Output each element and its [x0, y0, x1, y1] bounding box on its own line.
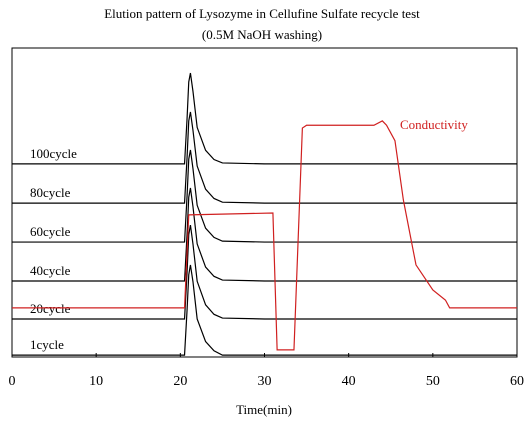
x-tick-label: 40 — [342, 374, 356, 389]
plot-frame — [11, 47, 518, 358]
x-tick-label: 30 — [258, 374, 272, 389]
series-line — [12, 187, 517, 282]
x-tick-label: 50 — [426, 374, 440, 389]
series-line — [12, 264, 517, 356]
x-tick-label: 20 — [173, 374, 187, 389]
series-label: 20cycle — [30, 301, 71, 316]
series-line — [12, 120, 517, 351]
series-label: 100cycle — [30, 146, 77, 161]
series-label: 40cycle — [30, 263, 71, 278]
series-line — [12, 149, 517, 243]
series-label: Conductivity — [400, 117, 468, 132]
series-line — [12, 72, 517, 165]
x-tick-label: 60 — [510, 374, 524, 389]
x-axis-label: Time(min) — [236, 402, 292, 417]
chart-subtitle: (0.5M NaOH washing) — [202, 27, 322, 42]
x-tick-label: 0 — [9, 374, 16, 389]
series-line — [12, 111, 517, 204]
series-label: 60cycle — [30, 224, 71, 239]
series-label: 1cycle — [30, 337, 64, 352]
x-tick-label: 10 — [89, 374, 103, 389]
series-line — [12, 224, 517, 320]
chart-title: Elution pattern of Lysozyme in Cellufine… — [104, 6, 420, 21]
series-label: 80cycle — [30, 185, 71, 200]
